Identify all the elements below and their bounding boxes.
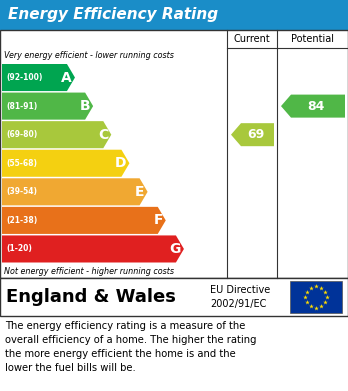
Polygon shape — [2, 93, 93, 120]
Polygon shape — [2, 121, 111, 148]
Text: (39-54): (39-54) — [6, 187, 37, 196]
Polygon shape — [281, 95, 345, 118]
Text: (21-38): (21-38) — [6, 216, 37, 225]
Text: (1-20): (1-20) — [6, 244, 32, 253]
Polygon shape — [2, 178, 148, 205]
Bar — [0, 0, 348, 30]
Text: (69-80): (69-80) — [6, 130, 37, 139]
Text: G: G — [169, 242, 181, 256]
Polygon shape — [2, 235, 184, 262]
Text: The energy efficiency rating is a measure of the
overall efficiency of a home. T: The energy efficiency rating is a measur… — [5, 321, 256, 373]
Text: C: C — [98, 128, 108, 142]
Polygon shape — [2, 64, 75, 91]
Text: Potential: Potential — [291, 34, 334, 44]
Text: Not energy efficient - higher running costs: Not energy efficient - higher running co… — [4, 267, 174, 276]
Bar — [0, 278, 348, 316]
Bar — [0, 30, 348, 278]
Polygon shape — [2, 207, 166, 234]
Text: Current: Current — [234, 34, 270, 44]
Text: B: B — [79, 99, 90, 113]
Text: EU Directive
2002/91/EC: EU Directive 2002/91/EC — [210, 285, 270, 308]
Text: (92-100): (92-100) — [6, 73, 42, 82]
Text: F: F — [153, 213, 163, 228]
Text: (81-91): (81-91) — [6, 102, 37, 111]
Text: Very energy efficient - lower running costs: Very energy efficient - lower running co… — [4, 52, 174, 61]
Polygon shape — [231, 123, 274, 146]
Text: D: D — [115, 156, 126, 170]
Text: Energy Efficiency Rating: Energy Efficiency Rating — [8, 7, 218, 23]
Text: A: A — [61, 70, 72, 84]
Bar — [290, 281, 342, 313]
Text: (55-68): (55-68) — [6, 159, 37, 168]
Text: England & Wales: England & Wales — [6, 288, 176, 306]
Text: 84: 84 — [307, 100, 325, 113]
Text: E: E — [135, 185, 145, 199]
Polygon shape — [2, 150, 129, 177]
Text: 69: 69 — [247, 128, 264, 141]
